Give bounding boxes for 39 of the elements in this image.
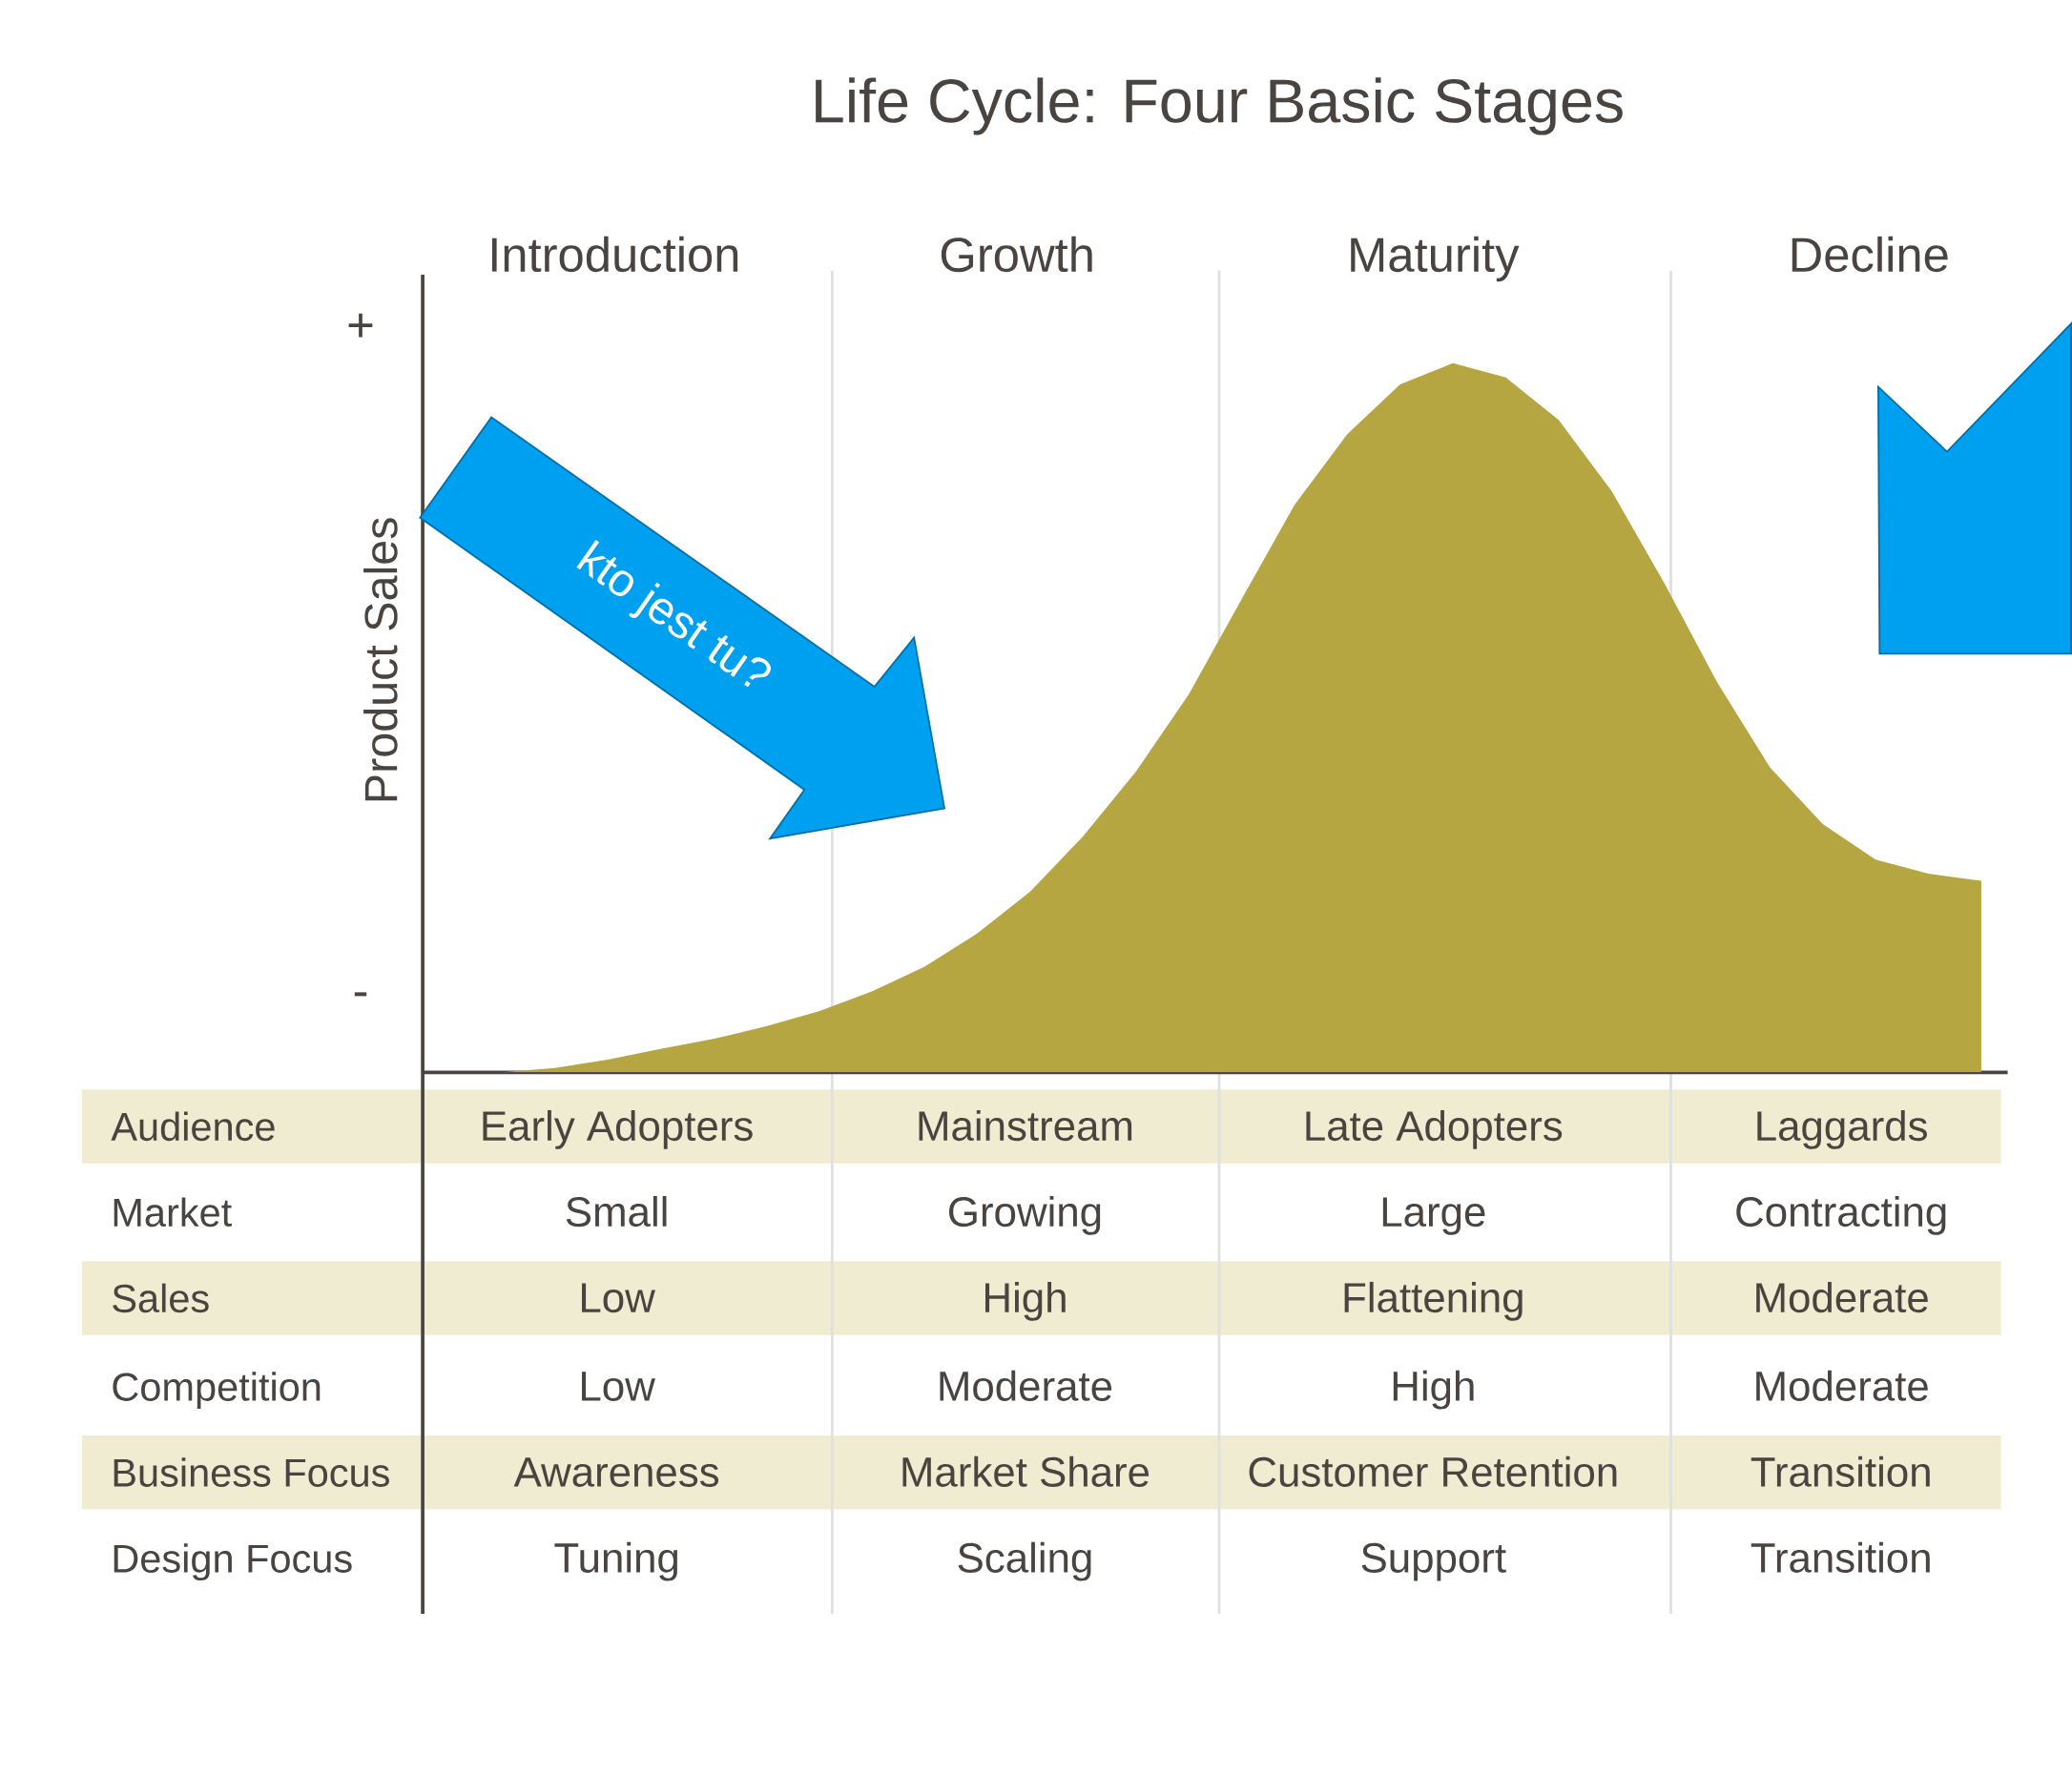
- text: +: [348, 313, 373, 338]
- chart-title: Life Cycle: Four Basic Stages: [816, 77, 1623, 135]
- text: Transition: [1751, 1455, 1930, 1487]
- text: Sales: [113, 1283, 209, 1313]
- annotation: kto jest tu?: [576, 539, 771, 688]
- text: Awareness: [513, 1457, 719, 1487]
- text: Moderate: [1756, 1370, 1928, 1401]
- text: Early Adopters: [483, 1109, 753, 1149]
- text: Decline: [1792, 236, 1948, 273]
- text: Growth: [941, 236, 1092, 273]
- text: High: [985, 1281, 1066, 1321]
- text: Tuning: [554, 1541, 678, 1581]
- text: Market Share: [902, 1455, 1150, 1487]
- text: Customer Retention: [1249, 1455, 1617, 1487]
- text: Maturity: [1351, 236, 1520, 282]
- text: Low: [582, 1372, 655, 1401]
- text: Moderate: [940, 1370, 1112, 1401]
- text: Market: [114, 1197, 232, 1228]
- text: Moderate: [1756, 1281, 1928, 1313]
- text: Contracting: [1736, 1195, 1946, 1235]
- text: Transition: [1751, 1541, 1930, 1573]
- text: Support: [1361, 1542, 1506, 1581]
- text: Introduction: [491, 236, 738, 273]
- text: Mainstream: [919, 1109, 1132, 1142]
- text: Small: [566, 1195, 667, 1228]
- text: Design Focus: [114, 1543, 352, 1581]
- text: Laggards: [1757, 1109, 1927, 1149]
- text: Flattening: [1344, 1281, 1523, 1321]
- y-axis-title: Product Sales: [363, 518, 398, 801]
- text: Business Focus: [114, 1457, 389, 1487]
- text: High: [1393, 1370, 1474, 1410]
- text: Large: [1382, 1197, 1485, 1235]
- text: Scaling: [958, 1541, 1091, 1581]
- text: -: [354, 992, 367, 997]
- text: Late Adopters: [1306, 1109, 1563, 1149]
- text: Competition: [113, 1372, 321, 1410]
- text: Audience: [111, 1111, 275, 1142]
- text: Growing: [949, 1195, 1101, 1235]
- text: Low: [582, 1283, 655, 1313]
